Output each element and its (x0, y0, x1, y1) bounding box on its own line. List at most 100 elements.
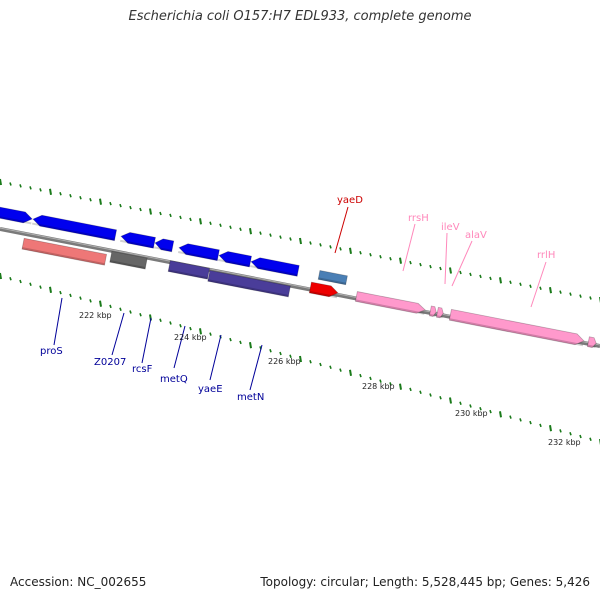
outer-tick (149, 208, 152, 215)
inner-tick (29, 282, 32, 287)
outer-tick (579, 294, 582, 298)
outer-tick (269, 233, 272, 237)
inner-tick (129, 310, 132, 314)
outer-tick (299, 237, 302, 245)
gene-label: rrlH (537, 250, 555, 261)
inner-tick (89, 299, 92, 303)
outer-tick (329, 245, 332, 249)
inner-tick (189, 326, 192, 331)
outer-tick (359, 251, 362, 255)
outer-tick (249, 228, 252, 235)
cds-feature[interactable] (154, 238, 175, 253)
inner-tick (289, 354, 292, 358)
outer-tick (319, 243, 322, 247)
inner-tick (49, 286, 52, 293)
inner-tick (279, 351, 282, 356)
outer-tick (409, 260, 412, 265)
gene-feature[interactable] (21, 237, 108, 266)
inner-tick (429, 393, 432, 397)
outer-tick (99, 198, 102, 205)
outer-tick (499, 277, 502, 284)
outer-tick (129, 205, 132, 210)
inner-tick (179, 324, 182, 328)
inner-tick (479, 407, 482, 411)
outer-tick (449, 267, 452, 274)
trna-feature[interactable] (428, 305, 437, 317)
rrna-feature[interactable] (354, 291, 426, 315)
inner-tick (19, 279, 22, 284)
inner-tick (139, 312, 142, 317)
steel-feature[interactable] (317, 270, 348, 286)
outer-tick (549, 287, 552, 294)
outer-tick (79, 195, 82, 200)
outer-tick (169, 213, 172, 218)
cds-feature[interactable] (178, 242, 220, 262)
outer-tick (509, 280, 512, 285)
inner-tick (359, 373, 362, 378)
trna-feature[interactable] (586, 336, 597, 349)
leader-line (451, 240, 473, 287)
inner-tick (169, 321, 172, 325)
inner-tick (209, 332, 212, 336)
gene-label: ileV (441, 222, 460, 233)
cds-feature[interactable] (120, 231, 156, 249)
inner-tick (269, 348, 272, 353)
cds-feature[interactable] (0, 203, 33, 225)
inner-tick (559, 429, 562, 433)
trna-feature[interactable] (435, 306, 444, 319)
inner-tick (249, 342, 252, 349)
cds-feature[interactable] (167, 260, 211, 280)
outer-tick (489, 276, 492, 281)
inner-tick (369, 376, 372, 381)
inner-tick (309, 360, 312, 364)
outer-tick (39, 188, 42, 192)
leader-line (249, 344, 263, 391)
outer-tick (559, 290, 562, 294)
inner-tick (119, 307, 122, 311)
red-feature[interactable] (308, 281, 339, 299)
genome-summary-text: Topology: circular; Length: 5,528,445 bp… (260, 575, 590, 589)
inner-tick (539, 423, 542, 428)
outer-tick (109, 201, 112, 206)
gene-label: alaV (465, 230, 487, 241)
outer-tick (69, 194, 72, 198)
gene-label: yaeD (337, 195, 363, 206)
cds-feature[interactable] (32, 214, 118, 242)
inner-tick (499, 411, 502, 418)
cds-feature[interactable] (207, 269, 291, 298)
inner-tick (229, 337, 232, 342)
label-leader-lines (53, 206, 547, 391)
inner-tick (399, 383, 402, 390)
page-title: Escherichia coli O157:H7 EDL933, complet… (128, 9, 472, 24)
inner-tick (549, 425, 552, 432)
outer-tick (539, 286, 542, 290)
outer-tick (569, 292, 572, 296)
gene-label: yaeE (198, 384, 223, 395)
inner-tick (239, 340, 242, 345)
tick-label: 222 kbp (79, 311, 112, 320)
outer-tick (209, 221, 212, 226)
outer-tick (179, 215, 182, 220)
inner-tick (579, 434, 582, 439)
inner-tick (439, 395, 442, 400)
feature-track (0, 203, 597, 349)
outer-tick (189, 217, 192, 222)
inner-tick (79, 296, 82, 300)
inner-tick (589, 437, 592, 441)
accession-text: Accession: NC_002655 (10, 575, 147, 589)
outer-tick (0, 178, 2, 186)
misc-feature[interactable] (109, 250, 148, 270)
tick-label: 228 kbp (362, 382, 395, 391)
cds-feature[interactable] (218, 250, 252, 268)
inner-tick (409, 387, 412, 392)
leader-line (53, 297, 63, 346)
outer-tick (379, 254, 382, 259)
gene-label: proS (40, 346, 63, 357)
outer-tick (29, 186, 32, 190)
inner-tick (0, 272, 2, 280)
outer-tick (589, 296, 592, 300)
leader-line (141, 317, 152, 364)
cds-feature[interactable] (250, 256, 300, 277)
rrna-feature[interactable] (448, 308, 585, 347)
